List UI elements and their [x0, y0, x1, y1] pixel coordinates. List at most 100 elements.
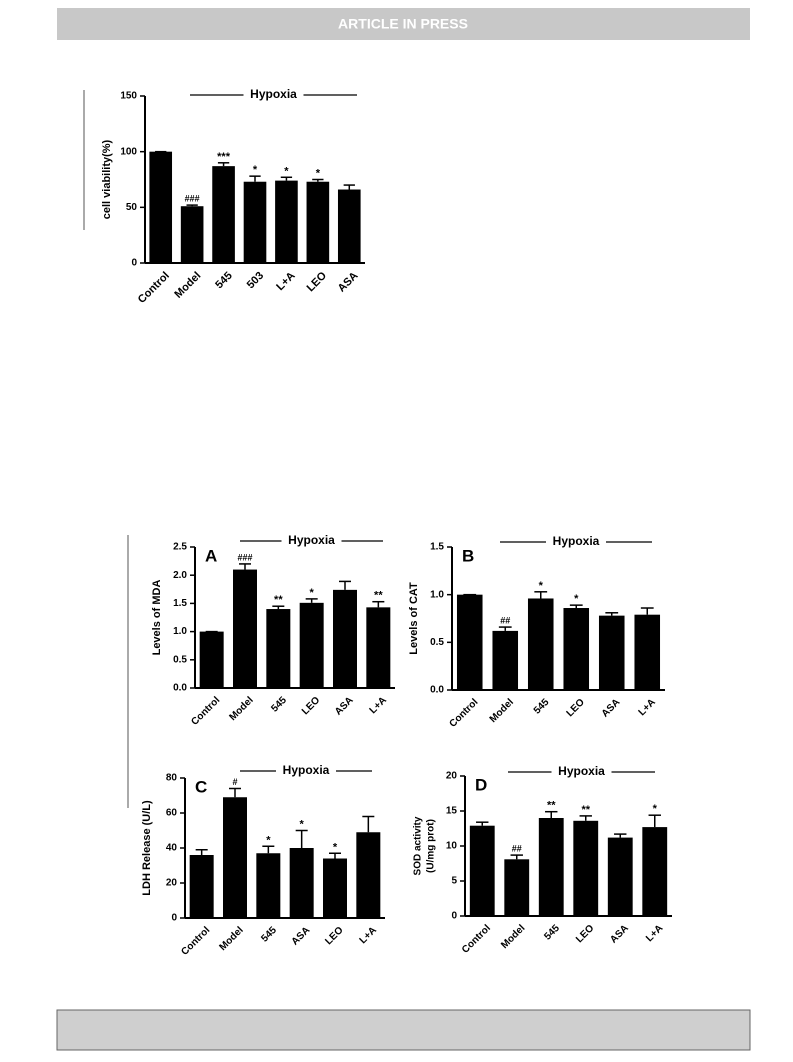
significance-label: * — [266, 834, 271, 846]
significance-label: * — [574, 593, 579, 605]
significance-label: * — [333, 841, 338, 853]
y-tick-label: 10 — [446, 841, 458, 852]
bar — [212, 166, 235, 263]
y-tick-label: 0.5 — [430, 637, 444, 648]
significance-label: * — [284, 165, 289, 177]
x-tick-label: Control — [179, 925, 212, 958]
y-axis-label: Levels of CAT — [408, 582, 420, 655]
x-tick-label: 545 — [259, 925, 279, 945]
x-tick-label: Control — [447, 697, 480, 730]
x-tick-label: Model — [217, 925, 245, 953]
bar — [323, 858, 347, 918]
x-tick-label: LEO — [574, 923, 596, 945]
significance-label: ** — [581, 804, 590, 816]
bar — [538, 818, 564, 916]
x-tick-label: 545 — [532, 697, 552, 717]
x-tick-label: L+A — [274, 270, 297, 293]
x-tick-label: Model — [488, 697, 516, 725]
header-bar — [57, 8, 750, 40]
y-tick-label: 50 — [126, 202, 138, 213]
significance-label: * — [310, 587, 315, 599]
x-tick-label: Control — [460, 923, 493, 956]
bar — [306, 181, 330, 263]
x-tick-label: Model — [227, 695, 255, 723]
bar — [504, 859, 530, 916]
bar — [223, 797, 247, 918]
x-tick-label: L+A — [358, 925, 379, 946]
bar — [356, 832, 381, 918]
y-tick-label: 15 — [446, 806, 458, 817]
x-tick-label: 503 — [245, 270, 266, 291]
x-tick-label: LEO — [565, 697, 587, 719]
y-tick-label: 150 — [120, 91, 137, 102]
significance-label: * — [253, 164, 258, 176]
x-tick-label: L+A — [644, 923, 665, 944]
bar — [469, 825, 495, 916]
panel-letter: B — [462, 546, 474, 565]
bracket-label: Hypoxia — [553, 534, 600, 548]
y-tick-label: 0.5 — [173, 654, 187, 665]
bar — [337, 189, 361, 263]
bar — [289, 848, 314, 918]
y-tick-label: 2.5 — [173, 542, 187, 553]
y-tick-label: 0.0 — [173, 683, 187, 694]
bracket-label: Hypoxia — [288, 533, 335, 547]
x-tick-label: 545 — [269, 695, 289, 715]
significance-label: * — [316, 168, 321, 180]
significance-label: * — [539, 580, 544, 592]
y-tick-label: 80 — [166, 773, 178, 784]
bar — [189, 855, 214, 918]
bar — [180, 206, 204, 263]
x-tick-label: Control — [189, 695, 222, 728]
x-tick-label: Model — [499, 923, 527, 951]
x-tick-label: ASA — [290, 925, 313, 948]
significance-label: ### — [185, 193, 200, 203]
bar — [642, 827, 668, 916]
y-axis-label: (U/mg prot) — [426, 819, 437, 873]
bar — [573, 820, 599, 916]
footer-bar — [56, 1009, 751, 1051]
y-tick-label: 100 — [120, 146, 137, 157]
significance-label: * — [300, 819, 305, 831]
bracket-label: Hypoxia — [283, 763, 330, 777]
significance-label: ## — [512, 843, 522, 853]
x-tick-label: ASA — [333, 695, 356, 718]
x-tick-label: Control — [136, 270, 172, 306]
y-tick-label: 1.5 — [173, 598, 187, 609]
x-tick-label: ASA — [608, 923, 631, 946]
x-tick-label: Model — [172, 270, 203, 301]
x-tick-label: ASA — [336, 270, 361, 295]
bar — [149, 151, 173, 263]
bar — [527, 598, 554, 690]
y-tick-label: 1.0 — [173, 626, 187, 637]
bar — [299, 602, 324, 688]
bracket-label: Hypoxia — [250, 87, 297, 101]
bar — [563, 608, 590, 690]
significance-label: ** — [374, 590, 383, 602]
x-tick-label: 545 — [213, 270, 234, 291]
y-tick-label: 60 — [166, 808, 178, 819]
bar — [634, 614, 661, 690]
significance-label: ** — [274, 594, 283, 606]
significance-label: *** — [217, 151, 231, 163]
y-tick-label: 0 — [171, 913, 177, 924]
bar — [456, 594, 483, 690]
y-tick-label: 1.5 — [430, 542, 444, 553]
bar — [256, 853, 281, 918]
bracket-label: Hypoxia — [558, 764, 605, 778]
y-tick-label: 2.0 — [173, 570, 187, 581]
panel-letter: D — [475, 775, 487, 794]
x-tick-label: LEO — [305, 269, 330, 294]
header-title: ARTICLE IN PRESS — [338, 16, 468, 32]
x-tick-label: LEO — [323, 925, 345, 947]
significance-label: ### — [237, 552, 252, 562]
y-axis-label: LDH Release (U/L) — [141, 800, 153, 896]
bar — [366, 607, 391, 688]
bar — [243, 181, 267, 263]
bar — [492, 630, 519, 690]
bar — [275, 180, 298, 263]
bar — [233, 569, 257, 688]
y-tick-label: 5 — [451, 876, 457, 887]
y-tick-label: 20 — [446, 771, 458, 782]
